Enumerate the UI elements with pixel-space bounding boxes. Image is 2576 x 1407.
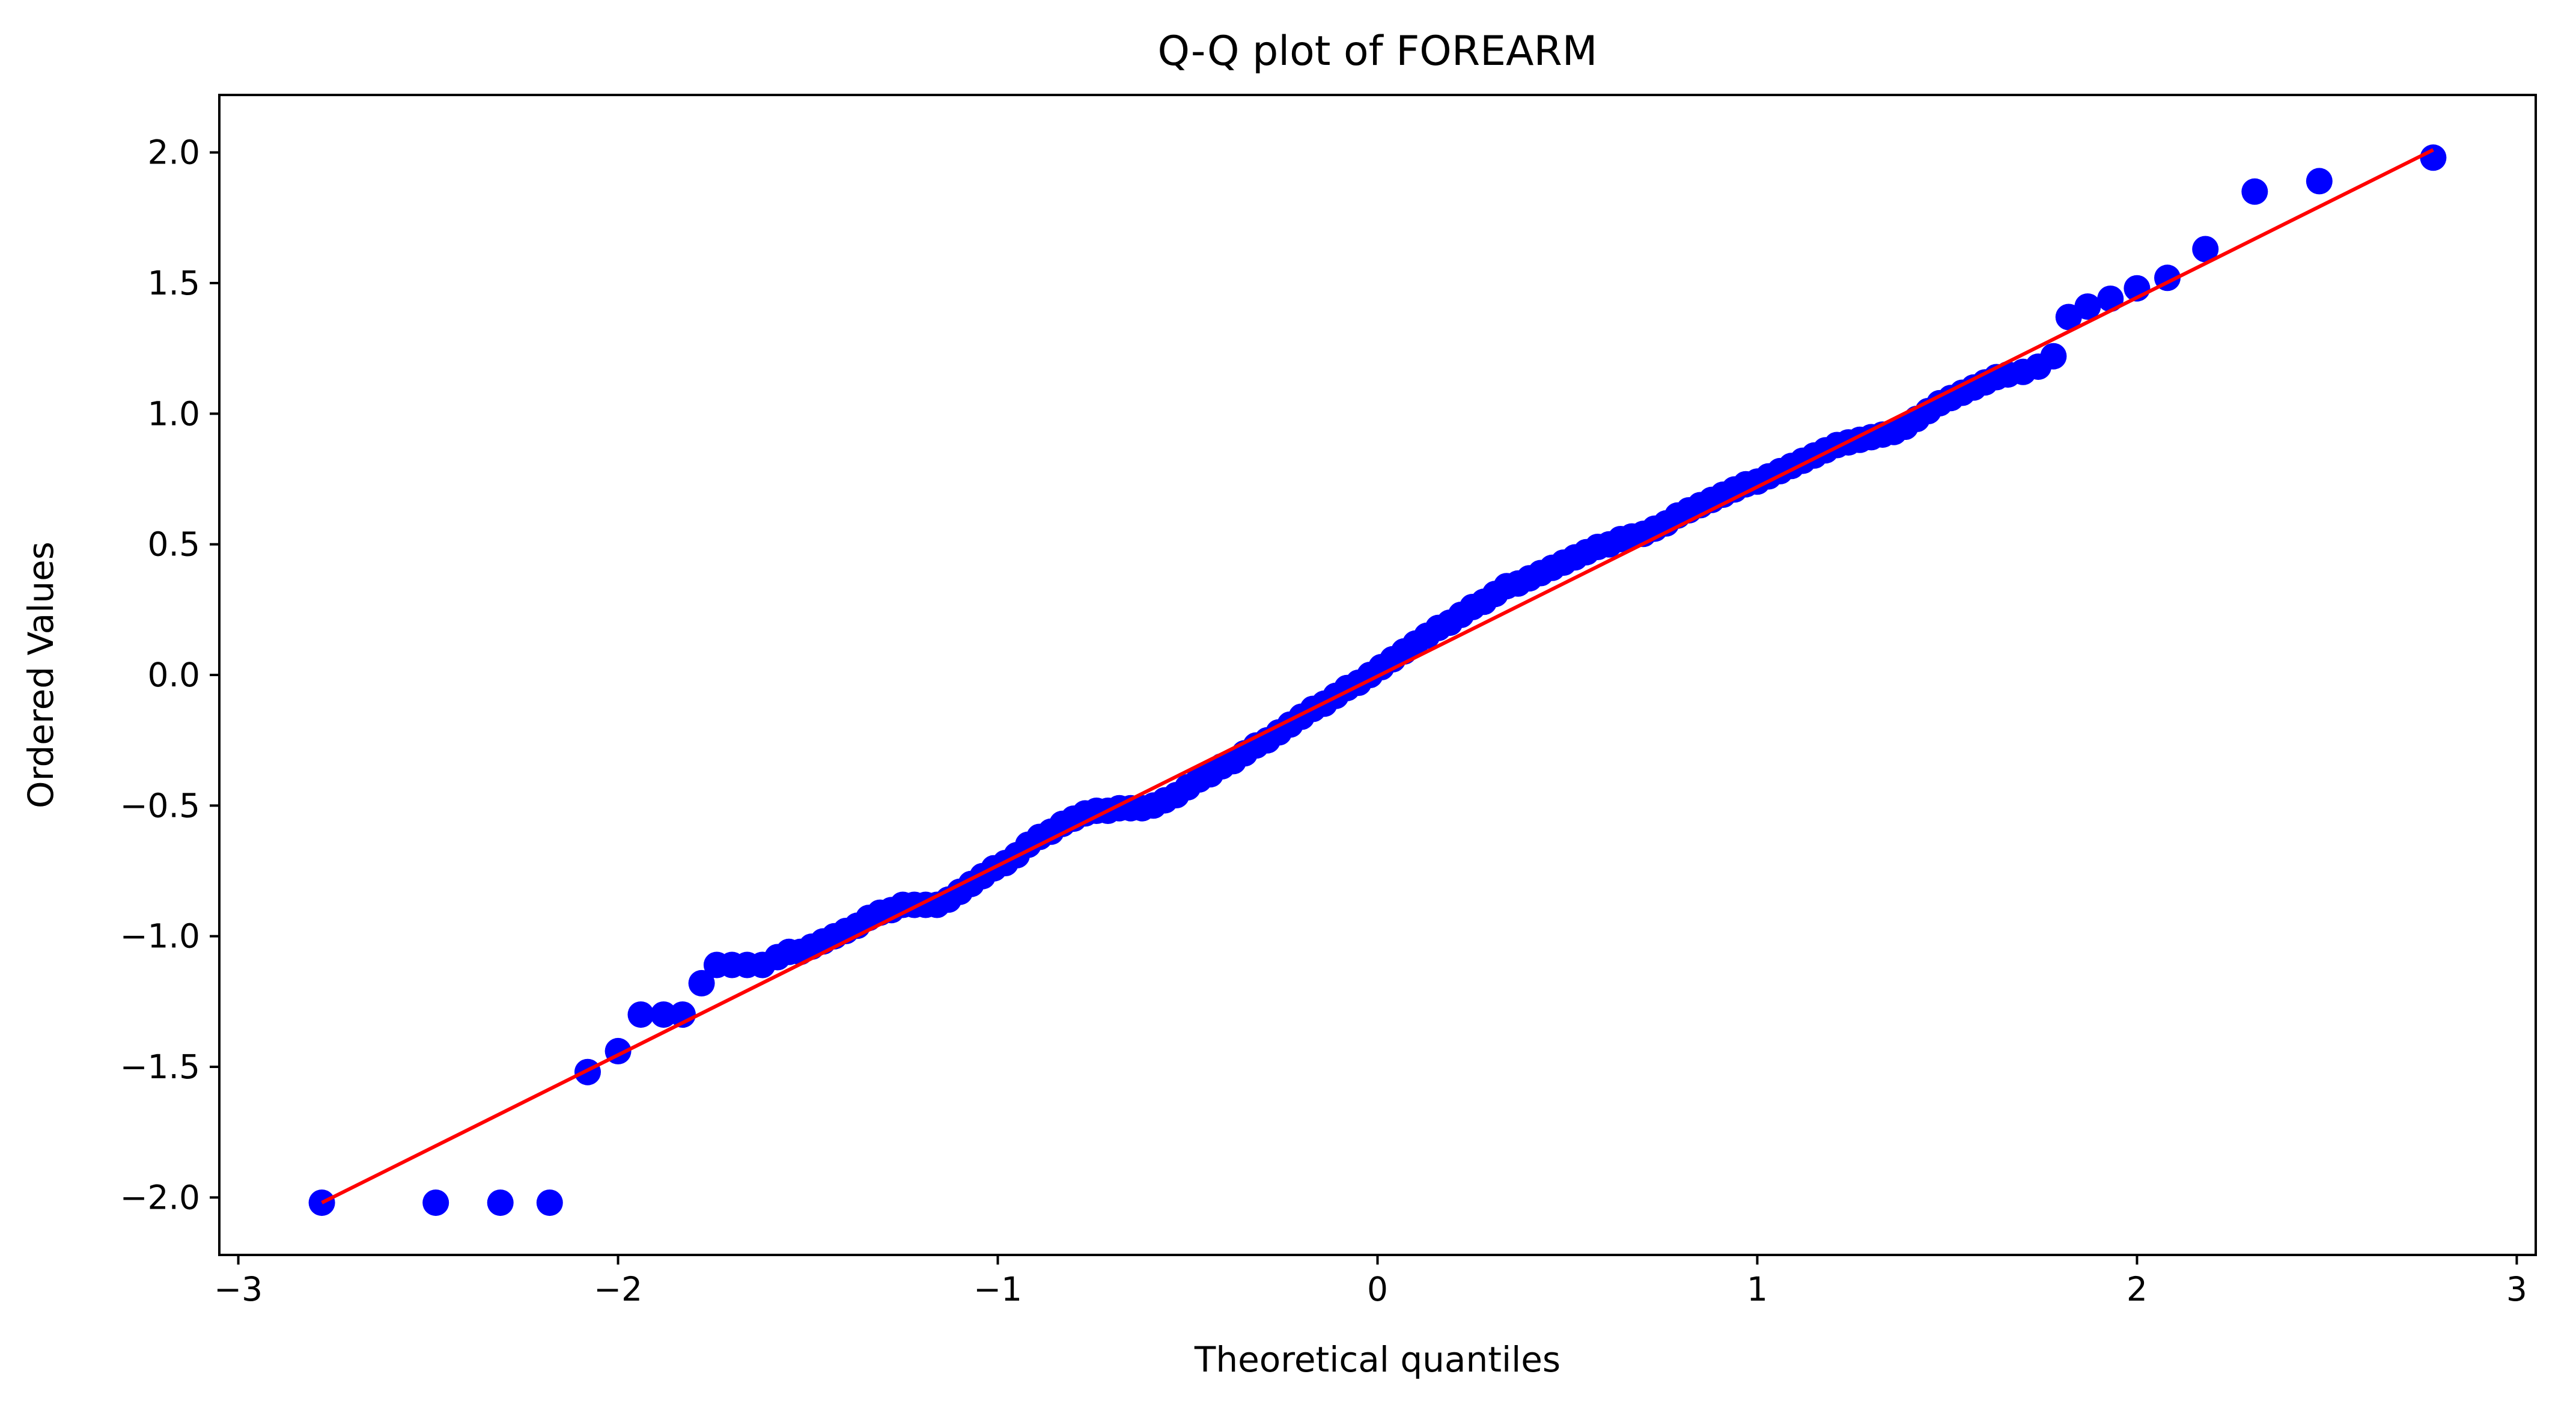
y-tick-label: −1.5: [120, 1048, 200, 1086]
x-axis-label: Theoretical quantiles: [1194, 1339, 1561, 1380]
data-point: [487, 1189, 514, 1216]
data-point: [2074, 293, 2101, 320]
data-point: [2420, 144, 2447, 171]
y-tick-label: −2.0: [120, 1178, 200, 1216]
data-point: [2097, 285, 2124, 313]
x-tick-label: −2: [594, 1270, 642, 1308]
x-tick-label: 0: [1367, 1270, 1388, 1308]
data-point: [650, 1001, 677, 1028]
x-tick-label: −1: [973, 1270, 1022, 1308]
y-axis-label: Ordered Values: [20, 542, 61, 808]
y-tick-label: 2.0: [148, 133, 200, 172]
data-point: [688, 969, 715, 996]
data-point: [2040, 343, 2067, 370]
x-tick-label: −3: [214, 1270, 263, 1308]
y-tick-label: 1.0: [148, 394, 200, 433]
fit-line: [321, 148, 2434, 1204]
fit-line-layer: [321, 148, 2434, 1204]
x-tick-label: 2: [2127, 1270, 2148, 1308]
y-tick-label: 0.0: [148, 656, 200, 694]
y-tick-label: 0.5: [148, 525, 200, 564]
x-tick-label: 1: [1747, 1270, 1768, 1308]
data-point: [536, 1189, 563, 1216]
data-point: [627, 1001, 654, 1028]
y-tick-label: −1.0: [120, 917, 200, 956]
y-axis-ticks: −2.0 −1.5 −1.0 −0.5 0.0 0.5 1.0 1.5 2.0: [120, 133, 219, 1216]
data-point: [422, 1189, 449, 1216]
data-point: [2192, 236, 2219, 263]
data-point: [2306, 168, 2333, 195]
y-tick-label: −0.5: [120, 786, 200, 825]
chart-title: Q-Q plot of FOREARM: [1158, 28, 1598, 75]
y-tick-label: 1.5: [148, 264, 200, 302]
x-axis-ticks: −3 −2 −1 0 1 2 3: [214, 1255, 2527, 1308]
x-tick-label: 3: [2506, 1270, 2527, 1308]
data-point: [2241, 178, 2268, 205]
